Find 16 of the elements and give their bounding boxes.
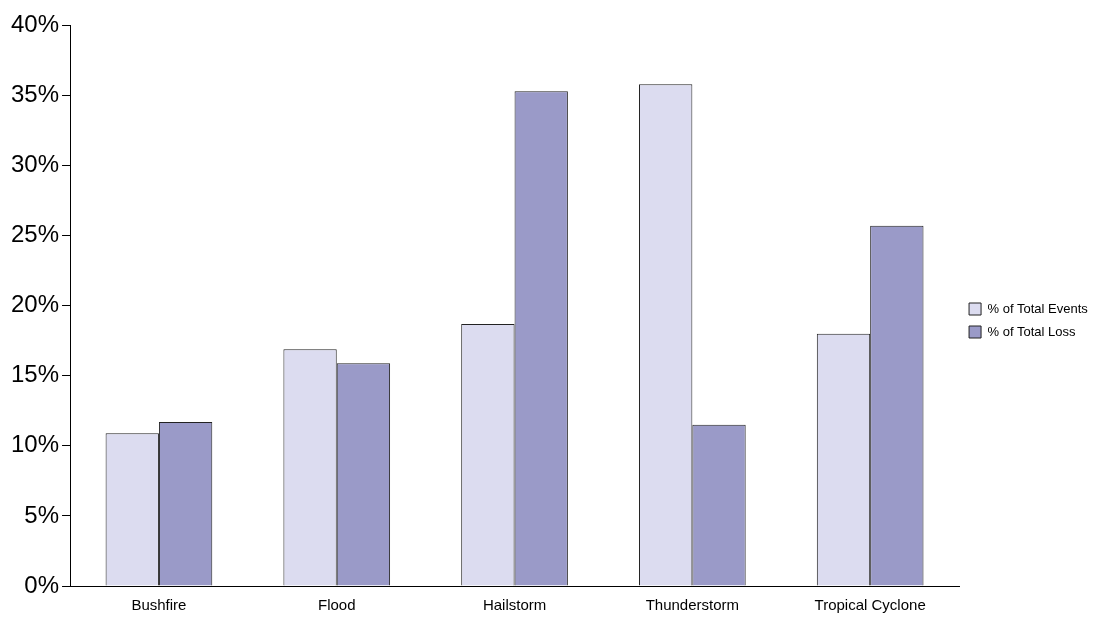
x-tick-label: Tropical Cyclone bbox=[814, 596, 926, 614]
x-tick-label: Thunderstorm bbox=[645, 596, 740, 614]
y-tick-label: 25% bbox=[10, 220, 60, 248]
x-tick-label: Hailstorm bbox=[482, 596, 547, 614]
x-tick-label: Flood bbox=[317, 596, 356, 614]
y-tick-label: 40% bbox=[10, 10, 60, 38]
y-tick-label: 35% bbox=[10, 80, 60, 108]
y-tick-label: 20% bbox=[10, 290, 60, 318]
legend-label: % of Total Loss bbox=[987, 323, 1076, 339]
y-tick-label: 5% bbox=[24, 500, 60, 528]
y-tick-label: 0% bbox=[24, 570, 60, 598]
y-tick-label: 10% bbox=[10, 430, 60, 458]
x-tick-label: Bushfire bbox=[131, 596, 187, 614]
legend-label: % of Total Events bbox=[987, 300, 1089, 316]
y-tick-label: 15% bbox=[10, 360, 60, 388]
y-tick-label: 30% bbox=[10, 150, 60, 178]
